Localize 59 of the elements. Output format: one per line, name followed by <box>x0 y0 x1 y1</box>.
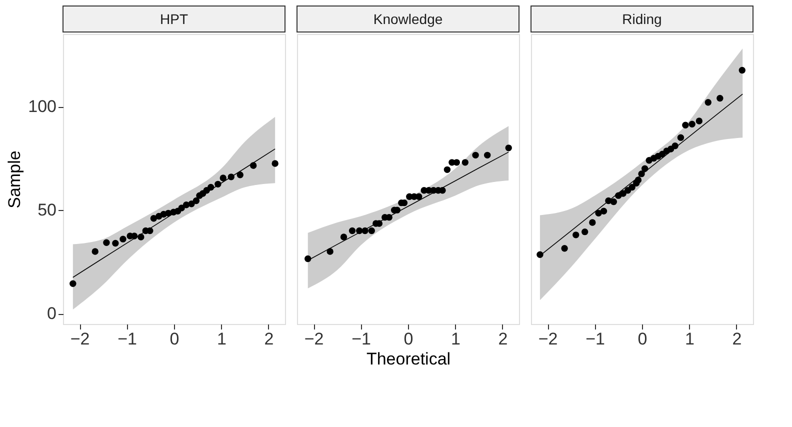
x-tick-label: 0 <box>404 330 414 348</box>
point <box>326 248 334 255</box>
point <box>368 227 375 234</box>
point <box>682 122 689 128</box>
chart-title: HPT <box>160 11 188 27</box>
point <box>92 248 98 255</box>
y-tick-label: 50 <box>38 200 56 220</box>
point <box>581 228 588 236</box>
point <box>704 99 712 106</box>
point <box>716 94 724 102</box>
point <box>610 198 618 206</box>
point <box>112 240 119 247</box>
x-tick-label: −2 <box>538 330 558 348</box>
x-tick-label: −1 <box>586 330 605 348</box>
point <box>220 174 226 182</box>
point <box>444 166 451 174</box>
point <box>236 172 244 178</box>
point <box>453 159 460 166</box>
x-tick-label: 1 <box>685 330 694 348</box>
point <box>472 152 479 159</box>
point <box>572 232 580 238</box>
point <box>505 144 512 152</box>
x-tick-label: −1 <box>352 330 371 348</box>
x-tick-label: 0 <box>170 330 180 348</box>
x-tick-label: 2 <box>498 330 508 348</box>
y-axis-title: Sample <box>5 150 24 208</box>
chart-title: Knowledge <box>373 11 443 27</box>
x-tick-label: 1 <box>217 330 226 348</box>
y-tick-label: 100 <box>28 97 56 116</box>
y-tick-label: 0 <box>47 304 56 324</box>
point <box>304 255 312 262</box>
point <box>628 184 636 191</box>
point <box>462 159 469 166</box>
x-tick-label: 2 <box>264 330 274 348</box>
point <box>150 215 158 222</box>
line-series <box>72 148 276 278</box>
point <box>70 280 76 287</box>
point <box>340 234 348 240</box>
point <box>348 227 356 234</box>
x-tick-label: 2 <box>732 330 742 348</box>
point <box>677 134 684 141</box>
x-tick-label: −1 <box>118 330 137 348</box>
point <box>696 118 703 124</box>
point <box>561 245 568 252</box>
x-tick-label: −2 <box>304 330 324 348</box>
point <box>272 160 278 167</box>
point <box>484 152 491 159</box>
x-tick-label: −2 <box>70 330 90 348</box>
point <box>589 219 596 226</box>
chart-title: Riding <box>622 11 662 27</box>
point <box>600 208 608 214</box>
point <box>738 66 746 74</box>
point <box>688 120 696 128</box>
point <box>120 236 126 242</box>
x-axis-title: Theoretical <box>366 350 451 368</box>
x-tick-label: 1 <box>451 330 460 348</box>
x-tick-label: 0 <box>638 330 648 348</box>
point <box>103 239 110 246</box>
point <box>416 193 422 200</box>
